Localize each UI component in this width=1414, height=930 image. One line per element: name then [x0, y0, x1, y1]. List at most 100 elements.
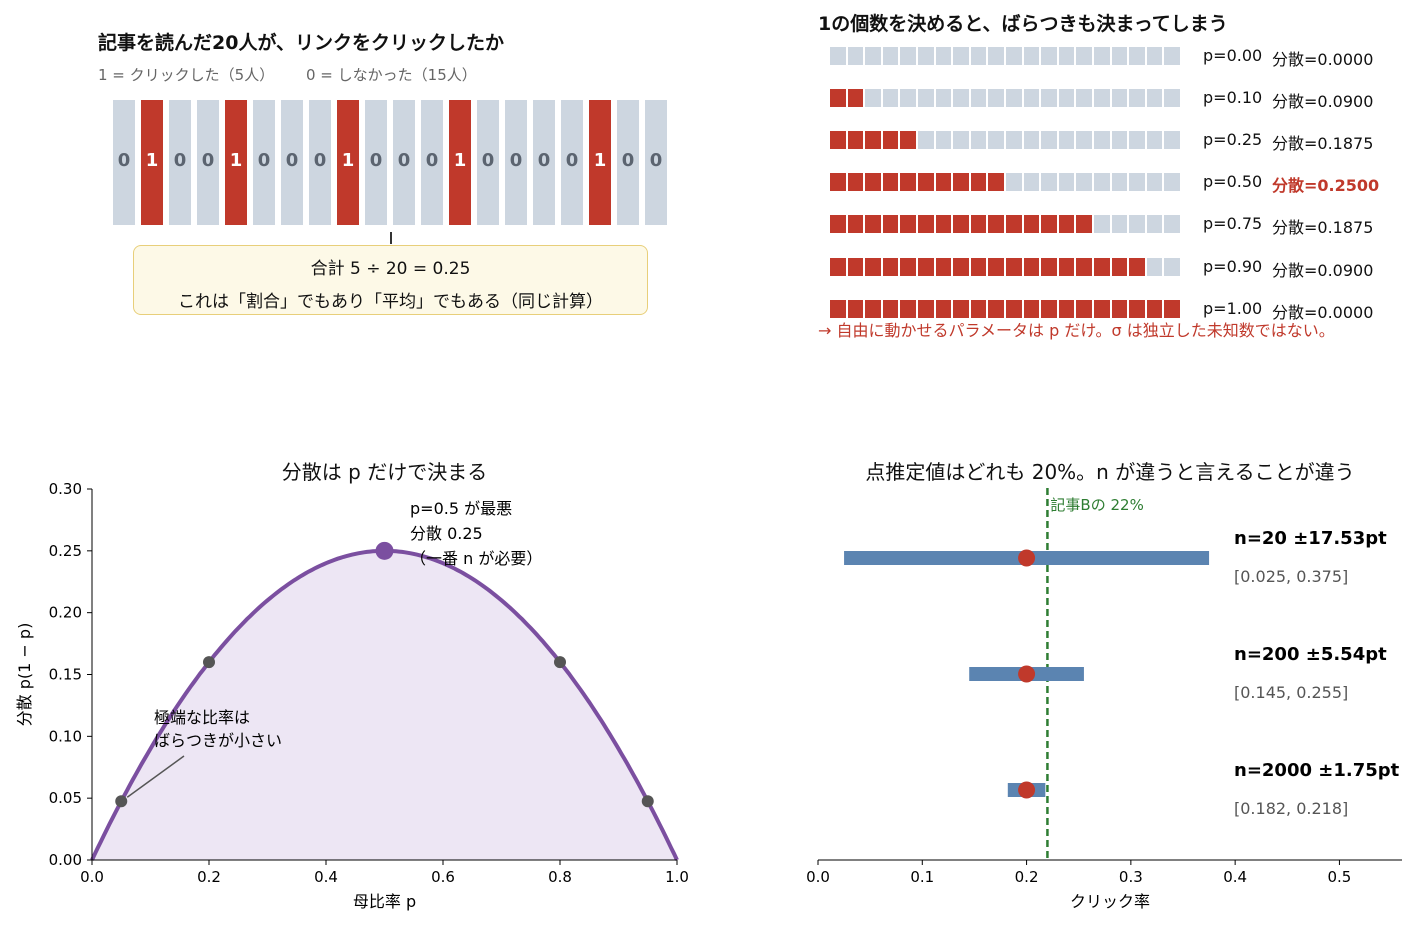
row-p-label: p=0.25 — [1203, 130, 1263, 150]
y-tick-label: 0.10 — [49, 727, 82, 745]
proportion-square — [953, 173, 969, 192]
x-tick-label: 0.8 — [548, 868, 572, 886]
proportion-square — [970, 89, 987, 108]
ci-range: [0.145, 0.255] — [1234, 683, 1348, 702]
proportion-square — [1041, 47, 1057, 65]
click-cell: 1 — [449, 100, 471, 225]
click-cell: 0 — [197, 100, 219, 225]
proportion-square — [988, 257, 1004, 276]
proportion-square — [882, 173, 899, 192]
proportion-square — [830, 173, 846, 192]
proportion-square — [1023, 89, 1040, 108]
annotation-arrow — [126, 755, 185, 798]
click-cell: 1 — [225, 100, 247, 225]
proportion-square — [1041, 215, 1057, 234]
row-variance-label: 分散=0.0900 — [1272, 92, 1374, 112]
proportion-square — [1076, 299, 1092, 318]
row-p-label: p=0.90 — [1203, 256, 1263, 276]
proportion-square — [1129, 89, 1145, 108]
proportion-square — [1023, 257, 1040, 276]
proportion-square — [830, 215, 846, 234]
proportion-square — [1076, 215, 1092, 234]
proportion-square — [1058, 215, 1075, 234]
click-cell-value: 0 — [117, 150, 131, 171]
proportion-square — [1076, 173, 1092, 192]
proportion-square — [1111, 215, 1128, 234]
proportion-square — [1111, 89, 1128, 108]
proportion-square — [1146, 47, 1163, 65]
proportion-square — [900, 215, 916, 234]
proportion-square — [1094, 89, 1110, 108]
tl-title: 記事を読んだ20人が、リンクをクリックしたか — [98, 32, 505, 54]
click-cell: 0 — [169, 100, 191, 225]
row-variance-label: 分散=0.2500 — [1272, 176, 1380, 196]
click-cell-value: 0 — [313, 150, 327, 171]
proportion-square — [865, 173, 881, 192]
ci-label: n=20 ±17.53pt — [1234, 528, 1387, 549]
proportion-square — [1164, 89, 1180, 108]
proportion-square — [1111, 173, 1128, 192]
click-cell-value: 0 — [621, 150, 635, 171]
click-cell-value: 0 — [257, 150, 271, 171]
click-cell: 0 — [561, 100, 583, 225]
click-cell: 0 — [393, 100, 415, 225]
proportion-square — [900, 47, 916, 65]
row-p-label: p=0.00 — [1203, 46, 1263, 65]
y-tick-label: 0.20 — [49, 604, 82, 622]
proportion-square — [1041, 89, 1057, 108]
proportion-square — [1006, 131, 1022, 150]
proportion-square — [1023, 47, 1040, 65]
y-tick-label: 0.15 — [49, 666, 82, 684]
proportion-square — [1146, 215, 1163, 234]
proportion-square — [953, 89, 969, 108]
proportion-square — [953, 257, 969, 276]
proportion-square — [1164, 173, 1180, 192]
click-cell: 0 — [421, 100, 443, 225]
ci-chart: 0.0 0.1 0.2 0.3 0.4 0.5 クリック率 記事Bの 22% n=20 ±17.… — [806, 488, 1402, 911]
tr-title: 1の個数を決めると、ばらつきも決まってしまう — [818, 13, 1228, 35]
proportion-square — [1006, 89, 1022, 108]
row-variance-label: 分散=0.1875 — [1272, 218, 1374, 238]
tr-note: → 自由に動かせるパラメータは p だけ。σ は独立した未知数ではない。 — [818, 321, 1335, 340]
proportion-square — [988, 89, 1004, 108]
proportion-square — [1006, 173, 1022, 192]
proportion-square — [847, 215, 864, 234]
proportion-square — [988, 215, 1004, 234]
max-point — [375, 541, 394, 560]
edge-annotation-line: ばらつきが小さい — [154, 731, 282, 750]
proportion-square — [918, 299, 934, 318]
callout-pointer — [390, 232, 392, 244]
proportion-square — [865, 215, 881, 234]
proportion-square — [900, 89, 916, 108]
proportion-square — [918, 89, 934, 108]
proportion-square — [935, 89, 952, 108]
sample-point — [641, 795, 654, 808]
click-cell-value: 0 — [201, 150, 215, 171]
proportion-square — [882, 299, 899, 318]
proportion-square — [1041, 131, 1057, 150]
proportion-square — [1023, 299, 1040, 318]
proportion-square — [1094, 173, 1110, 192]
y-tick-label: 0.25 — [49, 542, 82, 560]
proportion-square — [830, 257, 846, 276]
proportion-square — [1146, 299, 1163, 318]
click-cell-value: 0 — [565, 150, 579, 171]
proportion-square — [970, 47, 987, 65]
row-variance-label: 分散=0.0900 — [1272, 260, 1374, 280]
proportion-square — [1146, 131, 1163, 150]
click-cell-value: 0 — [397, 150, 411, 171]
proportion-square — [847, 257, 864, 276]
click-cell: 0 — [617, 100, 639, 225]
proportion-square — [882, 215, 899, 234]
proportion-square — [1094, 299, 1110, 318]
x-tick-label: 0.0 — [806, 868, 830, 886]
click-cell: 1 — [337, 100, 359, 225]
proportion-square — [918, 257, 934, 276]
proportion-square — [847, 47, 864, 65]
proportion-square — [1111, 257, 1128, 276]
ci-range: [0.025, 0.375] — [1234, 567, 1348, 586]
proportion-square — [1146, 257, 1163, 276]
ci-label: n=200 ±5.54pt — [1234, 644, 1387, 665]
proportion-square — [1164, 47, 1180, 65]
proportion-square — [918, 131, 934, 150]
